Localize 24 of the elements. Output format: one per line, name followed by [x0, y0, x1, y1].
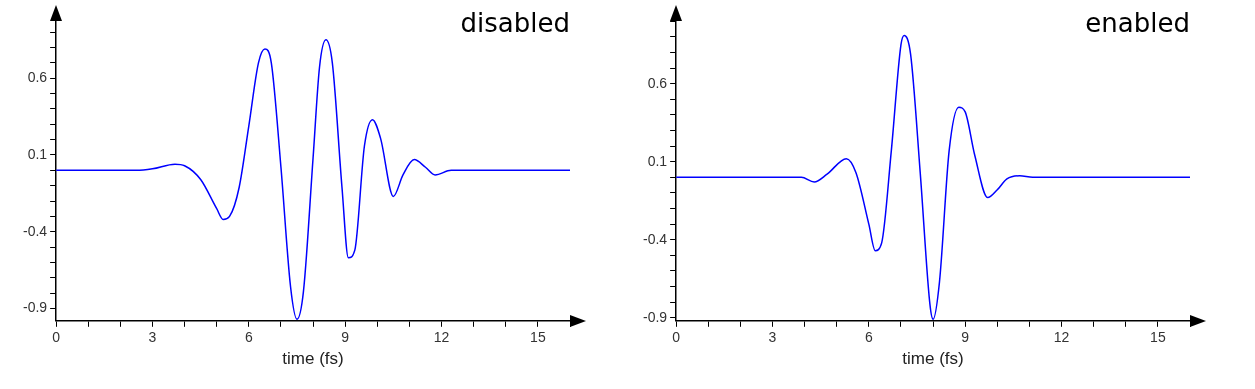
- x-tick-label: 6: [244, 329, 253, 346]
- y-tick-label: 0.6: [27, 69, 48, 86]
- x-tick-label: 9: [961, 329, 970, 346]
- y-tick-label: -0.4: [643, 230, 668, 247]
- y-tick-label: 0.6: [647, 74, 668, 91]
- x-tick-label: 12: [433, 329, 450, 346]
- x-tick-label: 9: [341, 329, 350, 346]
- x-tick-label: 0: [672, 329, 681, 346]
- x-tick-label: 15: [1150, 329, 1166, 346]
- x-tick-label: 15: [530, 329, 546, 346]
- x-tick-label: 3: [148, 329, 157, 346]
- x-tick-label: 0: [52, 329, 61, 346]
- x-axis-title: time (fs): [282, 349, 344, 369]
- y-tick-label: 0.1: [27, 145, 48, 162]
- y-tick-label: -0.9: [643, 308, 668, 325]
- chart-title: disabled: [460, 7, 570, 38]
- chart-title: enabled: [1085, 7, 1190, 38]
- y-tick-label: -0.9: [23, 299, 48, 316]
- x-tick-label: 3: [768, 329, 777, 346]
- x-axis-title: time (fs): [902, 349, 964, 369]
- y-tick-label: 0.1: [647, 152, 668, 169]
- y-tick-label: -0.4: [23, 222, 48, 239]
- x-tick-label: 6: [864, 329, 873, 346]
- x-tick-label: 12: [1053, 329, 1070, 346]
